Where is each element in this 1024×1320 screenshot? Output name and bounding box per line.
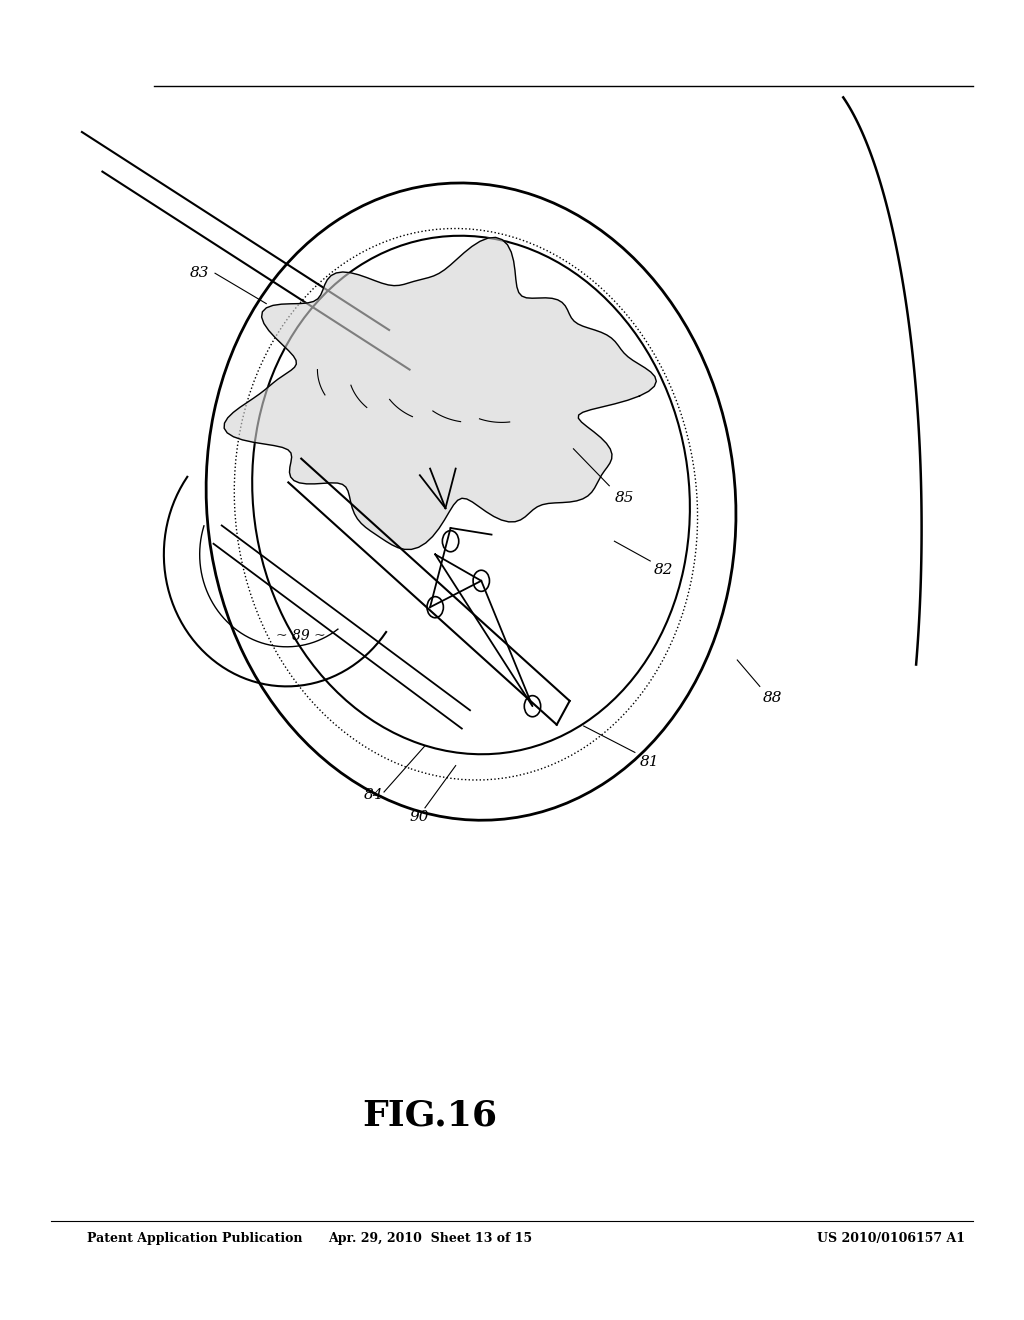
Text: Apr. 29, 2010  Sheet 13 of 15: Apr. 29, 2010 Sheet 13 of 15: [328, 1232, 532, 1245]
Ellipse shape: [252, 236, 690, 754]
Text: 90: 90: [410, 810, 429, 824]
Text: 83: 83: [189, 267, 209, 280]
Text: Patent Application Publication: Patent Application Publication: [87, 1232, 302, 1245]
Ellipse shape: [206, 183, 736, 820]
Text: 81: 81: [640, 755, 659, 768]
Text: 82: 82: [653, 564, 673, 577]
Text: 85: 85: [614, 491, 634, 504]
Text: FIG.16: FIG.16: [362, 1098, 498, 1133]
Polygon shape: [224, 238, 656, 549]
Text: US 2010/0106157 A1: US 2010/0106157 A1: [817, 1232, 965, 1245]
Text: 84: 84: [364, 788, 383, 801]
Text: 88: 88: [763, 692, 782, 705]
Text: ~ 89 ~: ~ 89 ~: [276, 630, 327, 643]
